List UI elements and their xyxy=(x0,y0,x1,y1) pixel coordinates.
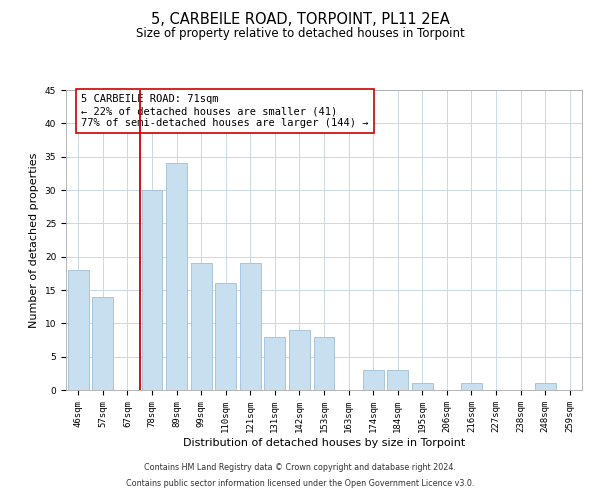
Bar xyxy=(362,370,383,390)
Text: Size of property relative to detached houses in Torpoint: Size of property relative to detached ho… xyxy=(136,28,464,40)
Bar xyxy=(265,336,286,390)
Text: 5, CARBEILE ROAD, TORPOINT, PL11 2EA: 5, CARBEILE ROAD, TORPOINT, PL11 2EA xyxy=(151,12,449,28)
Bar xyxy=(191,264,212,390)
Y-axis label: Number of detached properties: Number of detached properties xyxy=(29,152,39,328)
Text: Contains HM Land Registry data © Crown copyright and database right 2024.: Contains HM Land Registry data © Crown c… xyxy=(144,464,456,472)
Bar xyxy=(92,296,113,390)
Bar xyxy=(68,270,89,390)
Bar xyxy=(142,190,163,390)
X-axis label: Distribution of detached houses by size in Torpoint: Distribution of detached houses by size … xyxy=(183,438,465,448)
Text: Contains public sector information licensed under the Open Government Licence v3: Contains public sector information licen… xyxy=(126,478,474,488)
Bar xyxy=(314,336,334,390)
Bar xyxy=(215,284,236,390)
Bar xyxy=(535,384,556,390)
Bar xyxy=(166,164,187,390)
Bar xyxy=(289,330,310,390)
Bar xyxy=(412,384,433,390)
Bar xyxy=(461,384,482,390)
Text: 5 CARBEILE ROAD: 71sqm
← 22% of detached houses are smaller (41)
77% of semi-det: 5 CARBEILE ROAD: 71sqm ← 22% of detached… xyxy=(82,94,369,128)
Bar xyxy=(387,370,408,390)
Bar xyxy=(240,264,261,390)
